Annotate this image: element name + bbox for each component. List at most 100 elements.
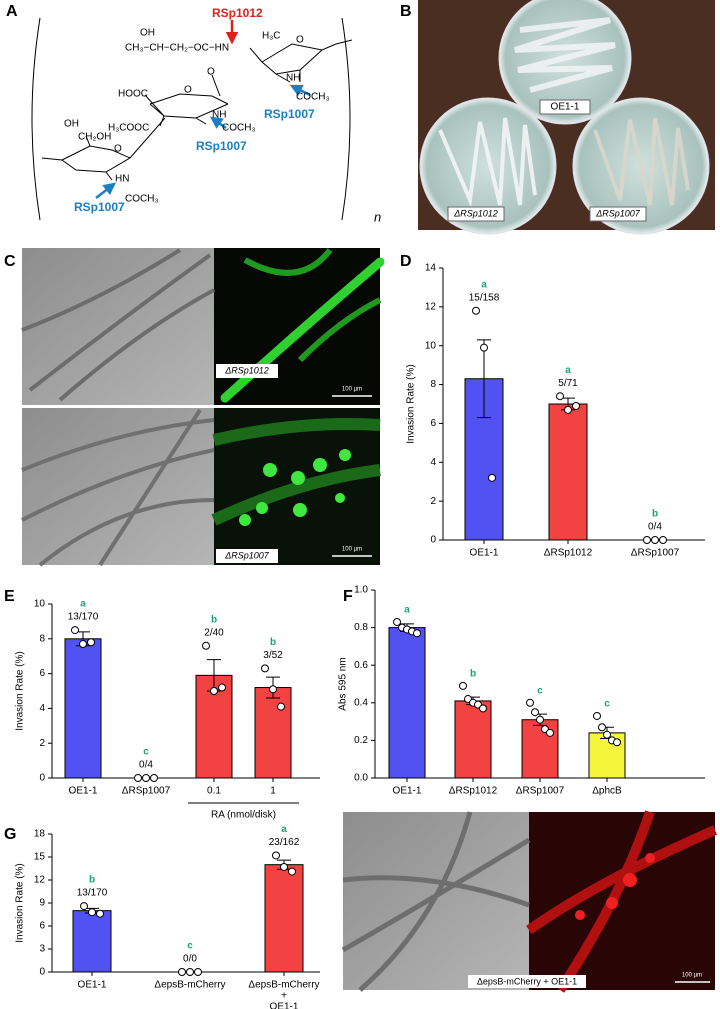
y-tick-label: 0.0 [354, 773, 368, 784]
enzyme-label: RSp1007 [264, 107, 315, 121]
y-tick-label: 4 [430, 457, 436, 468]
panel-letter: D [400, 253, 412, 270]
streak [438, 117, 537, 208]
y-tick-label: 3 [39, 944, 45, 955]
y-axis-label: Invasion Rate (%) [406, 364, 417, 443]
y-tick-label: 10 [34, 599, 46, 610]
structure: RSp1012 OH CH₃−CH−CH₂−OC−HN H₃C O O NH C… [31, 6, 381, 224]
atom-label: CH₂OH [78, 132, 111, 143]
data-point [150, 774, 158, 782]
y-tick-label: 2 [430, 496, 436, 507]
y-tick-label: 0 [39, 967, 45, 978]
label-box [216, 549, 278, 563]
y-tick-label: 0.2 [354, 735, 368, 746]
atom-label: O [296, 35, 304, 46]
data-point [194, 968, 202, 976]
atom-label: NH [286, 73, 300, 84]
arrow [209, 116, 227, 130]
count-label: 2/40 [204, 627, 224, 638]
letter-label: a [281, 824, 287, 835]
enzyme-label: RSp1007 [196, 139, 247, 153]
y-tick-label: 10 [425, 340, 437, 351]
letter-label: b [470, 669, 476, 680]
atom-label: COCH₃ [296, 92, 330, 103]
count-label: 5/71 [558, 378, 578, 389]
count-label: 15/158 [469, 292, 500, 303]
green-signal [220, 257, 385, 403]
data-point [564, 405, 572, 414]
y-tick-label: 6 [39, 668, 45, 679]
data-point [643, 536, 651, 544]
letter-label: a [404, 605, 410, 616]
bracket [341, 17, 351, 221]
hypha [341, 811, 531, 992]
data-point [280, 862, 288, 871]
label-box [468, 975, 586, 988]
data-point [210, 687, 218, 695]
data-point [218, 683, 226, 692]
panel-letter: B [400, 3, 412, 20]
count-label: 13/170 [77, 888, 108, 899]
bar [64, 638, 102, 779]
y-tick-label: 15 [34, 852, 46, 863]
y-tick-label: 2 [39, 738, 45, 749]
letter-label: c [143, 747, 149, 758]
plate-label: OE1-1 [551, 102, 580, 113]
streak [593, 117, 690, 206]
panel-letter: F [343, 588, 353, 605]
x-tick-label: OE1-1 [393, 786, 422, 797]
panel-letter: E [4, 588, 15, 605]
label-box [216, 364, 278, 378]
y-tick-label: 12 [34, 875, 46, 886]
count-label: 0/4 [648, 522, 662, 533]
atom-label: H₃C [262, 31, 281, 42]
letter-label: a [565, 365, 571, 376]
data-point [598, 723, 606, 732]
bar [254, 687, 292, 779]
count-label: 23/162 [269, 837, 300, 848]
y-tick-label: 8 [430, 379, 436, 390]
green-blobs [239, 449, 351, 526]
y-tick-label: 1.0 [354, 585, 368, 596]
panel-letter: C [4, 253, 16, 270]
data-point [556, 392, 564, 401]
bar [548, 403, 588, 541]
atom-label: H₃COOC [108, 123, 149, 134]
atom-label: COCH₃ [125, 194, 159, 205]
y-tick-label: 0.4 [354, 697, 368, 708]
count-label: 0/0 [183, 954, 197, 965]
letter-label: c [604, 699, 610, 710]
panel-letter: G [4, 826, 16, 843]
streak [514, 17, 616, 93]
data-point [488, 473, 496, 482]
y-tick-label: 0 [39, 773, 45, 784]
strain-label: ΔepsB-mCherry + OE1-1 [477, 976, 577, 986]
scale-bar-label: 100 µm [342, 547, 362, 553]
x-tick-label: ΔRSp1012 [449, 786, 498, 797]
data-point [202, 641, 210, 650]
repeat-n: n [374, 209, 381, 224]
scale-bar-label: 100 µm [682, 973, 702, 979]
data-point [531, 708, 539, 717]
data-point [178, 968, 186, 976]
strain-label: ΔRSp1007 [224, 550, 270, 560]
enzyme-label: RSp1012 [212, 6, 263, 20]
x-tick-label: ΔepsB-mCherry [154, 980, 225, 991]
data-point [651, 536, 659, 544]
data-point [277, 702, 285, 711]
x-tick-label: 0.1 [207, 786, 221, 797]
data-point [459, 681, 467, 690]
letter-label: b [270, 637, 276, 648]
atom-label: NH [212, 110, 226, 121]
plate-label: ΔRSp1012 [453, 208, 498, 218]
red-blobs [575, 853, 655, 920]
data-point [269, 685, 277, 694]
bar [388, 627, 426, 779]
data-point [613, 738, 621, 747]
bar [454, 700, 492, 779]
hypha [21, 408, 215, 567]
bar [264, 864, 304, 973]
data-point [142, 774, 150, 782]
data-point [79, 640, 87, 649]
